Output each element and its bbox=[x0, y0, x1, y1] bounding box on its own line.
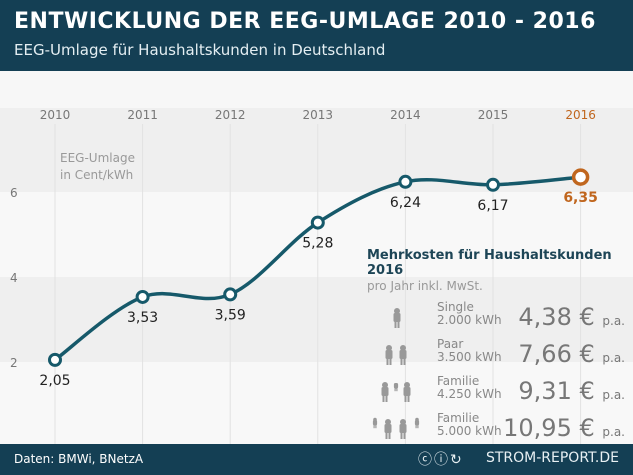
grid-band bbox=[0, 108, 633, 192]
family-two-children-icon bbox=[372, 417, 420, 439]
x-tick-label: 2010 bbox=[40, 108, 71, 122]
consumption: 3.500 kWh bbox=[437, 350, 502, 364]
cost-value: 4,38 € bbox=[518, 303, 595, 331]
cost-row: Familie 5.000 kWh 10,95 € p.a. bbox=[367, 410, 627, 447]
x-tick-label: 2016 bbox=[565, 108, 596, 122]
page-subtitle: EEG-Umlage für Haushaltskunden in Deutsc… bbox=[14, 41, 386, 59]
header: ENTWICKLUNG DER EEG-UMLAGE 2010 - 2016 E… bbox=[0, 0, 633, 71]
data-label: 3,53 bbox=[127, 310, 158, 326]
y-tick-label: 4 bbox=[10, 271, 18, 285]
couple-icon bbox=[385, 345, 407, 365]
x-tick-label: 2014 bbox=[390, 108, 421, 122]
family-one-child-icon bbox=[381, 382, 411, 402]
cost-subtitle: pro Jahr inkl. MwSt. bbox=[367, 279, 483, 293]
cost-unit: p.a. bbox=[602, 314, 625, 328]
x-tick-label: 2013 bbox=[303, 108, 334, 122]
household-type: Single bbox=[437, 300, 474, 314]
data-point bbox=[135, 289, 150, 304]
cost-unit: p.a. bbox=[602, 425, 625, 439]
data-label: 2,05 bbox=[39, 373, 70, 389]
y-axis-label: EEG-Umlage bbox=[60, 151, 135, 165]
grid-band bbox=[0, 362, 633, 444]
cost-value: 7,66 € bbox=[518, 340, 595, 368]
cost-title: Mehrkosten für Haushaltskunden 2016 bbox=[367, 248, 612, 278]
data-label: 6,35 bbox=[563, 190, 598, 206]
data-label: 6,17 bbox=[477, 198, 508, 214]
data-point bbox=[571, 168, 590, 186]
consumption: 4.250 kWh bbox=[437, 387, 502, 401]
x-tick-label: 2011 bbox=[127, 108, 158, 122]
footer: Daten: BMWi, BNetzA ⓒⓘ↻ STROM-REPORT.DE bbox=[0, 444, 633, 475]
cost-row: Familie 4.250 kWh 9,31 € p.a. bbox=[367, 373, 627, 410]
cost-value: 9,31 € bbox=[518, 377, 595, 405]
data-point bbox=[223, 287, 238, 302]
household-type: Paar bbox=[437, 337, 464, 351]
data-label: 5,28 bbox=[302, 236, 333, 252]
source-note: Daten: BMWi, BNetzA bbox=[14, 452, 144, 466]
cost-row: Paar 3.500 kWh 7,66 € p.a. bbox=[367, 336, 627, 373]
brand-logo: STROM-REPORT.DE bbox=[485, 450, 619, 466]
single-person-icon bbox=[393, 308, 401, 328]
y-axis-label: in Cent/kWh bbox=[60, 168, 133, 182]
cc-icon: ⓒ bbox=[418, 452, 434, 468]
data-point bbox=[310, 215, 325, 230]
data-point bbox=[398, 174, 413, 189]
cost-unit: p.a. bbox=[602, 388, 625, 402]
consumption: 5.000 kWh bbox=[437, 424, 502, 438]
data-label: 3,59 bbox=[215, 307, 246, 323]
license-icons: ⓒⓘ↻ bbox=[418, 449, 464, 469]
cost-row: Single 2.000 kWh 4,38 € p.a. bbox=[367, 299, 627, 336]
y-tick-label: 6 bbox=[10, 186, 18, 200]
cost-value: 10,95 € bbox=[503, 414, 595, 442]
by-icon: ⓘ bbox=[434, 452, 450, 468]
data-point bbox=[48, 352, 62, 367]
y-tick-label: 2 bbox=[10, 356, 18, 370]
cost-unit: p.a. bbox=[602, 351, 625, 365]
sa-icon: ↻ bbox=[450, 452, 464, 468]
x-tick-label: 2012 bbox=[215, 108, 246, 122]
page-title: ENTWICKLUNG DER EEG-UMLAGE 2010 - 2016 bbox=[14, 9, 596, 34]
data-label: 6,24 bbox=[390, 195, 421, 211]
x-tick-label: 2015 bbox=[478, 108, 509, 122]
household-type: Familie bbox=[437, 374, 480, 388]
household-type: Familie bbox=[437, 411, 480, 425]
consumption: 2.000 kWh bbox=[437, 313, 502, 327]
grid-band bbox=[0, 192, 633, 277]
cost-panel: Mehrkosten für Haushaltskunden 2016 pro … bbox=[367, 248, 627, 447]
data-point bbox=[486, 177, 500, 192]
